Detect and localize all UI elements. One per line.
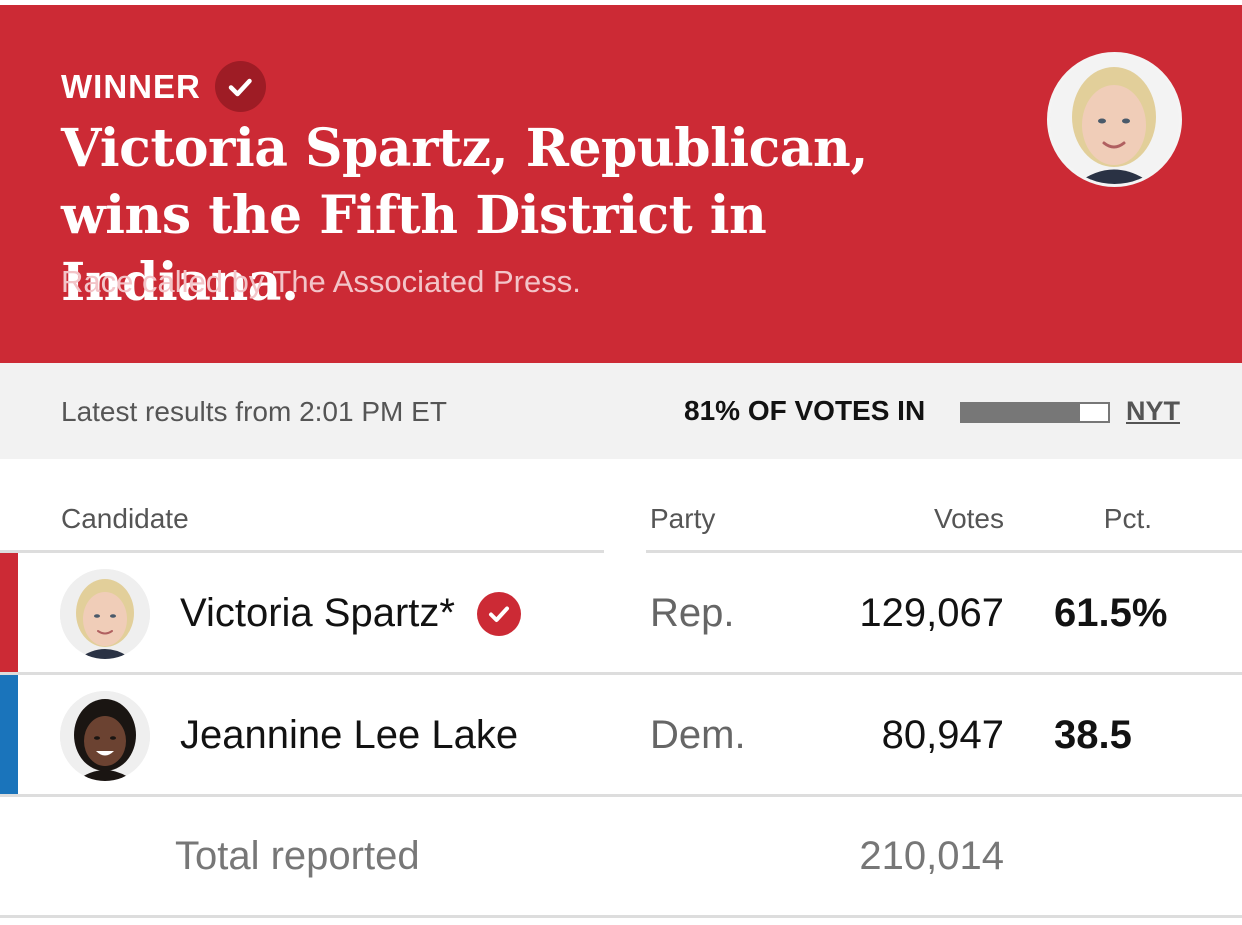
party-color-stripe [0, 675, 18, 797]
candidate-pct: 38.5 [1054, 713, 1132, 757]
column-header-votes: Votes [933, 503, 1004, 534]
candidate-votes: 129,067 [859, 591, 1004, 635]
winner-photo [1047, 52, 1182, 187]
winner-row: WINNER [61, 61, 266, 112]
candidate-party: Dem. [650, 713, 746, 757]
column-header-candidate: Candidate [61, 503, 189, 534]
column-header-party: Party [650, 503, 716, 534]
winner-banner: WINNER Victoria Spartz, Republican, wins… [0, 5, 1242, 363]
row-divider [0, 794, 1242, 797]
row-divider [0, 672, 1242, 675]
avatar [60, 691, 150, 781]
candidate-name: Jeannine Lee Lake [180, 713, 518, 758]
winner-check-icon [476, 591, 521, 636]
total-reported-label: Total reported [175, 834, 420, 878]
votes-in-progress-bar [960, 402, 1110, 423]
candidate-name: Victoria Spartz* [180, 591, 521, 636]
race-called-note: Race called by The Associated Press. [61, 264, 581, 299]
header-divider-right [646, 550, 1242, 553]
nyt-estimate-link[interactable]: NYT [1126, 396, 1180, 426]
votes-in-label: 81% OF VOTES IN [684, 395, 926, 426]
results-status-bar: Latest results from 2:01 PM ET 81% OF VO… [0, 363, 1242, 459]
table-row: Jeannine Lee Lake Dem. 80,947 38.5 [0, 675, 1242, 797]
header-divider-left [0, 550, 604, 553]
winner-label: WINNER [61, 67, 201, 105]
candidate-name-text: Victoria Spartz* [180, 591, 455, 635]
party-color-stripe [0, 553, 18, 675]
table-row: Victoria Spartz* Rep. 129,067 61.5% [0, 553, 1242, 675]
latest-results-time: Latest results from 2:01 PM ET [61, 396, 447, 427]
race-headline: Victoria Spartz, Republican, wins the Fi… [61, 118, 868, 313]
candidate-pct: 61.5% [1054, 591, 1168, 635]
checkmark-icon [214, 61, 266, 112]
total-reported-votes: 210,014 [859, 834, 1004, 878]
avatar [60, 569, 150, 659]
candidate-name-text: Jeannine Lee Lake [180, 713, 519, 757]
candidate-photo-icon [1050, 55, 1179, 184]
column-header-pct: Pct. [1103, 503, 1152, 534]
candidate-party: Rep. [650, 591, 735, 635]
table-bottom-divider [0, 915, 1242, 918]
votes-in-progress-fill [962, 404, 1081, 421]
candidate-votes: 80,947 [881, 713, 1004, 757]
